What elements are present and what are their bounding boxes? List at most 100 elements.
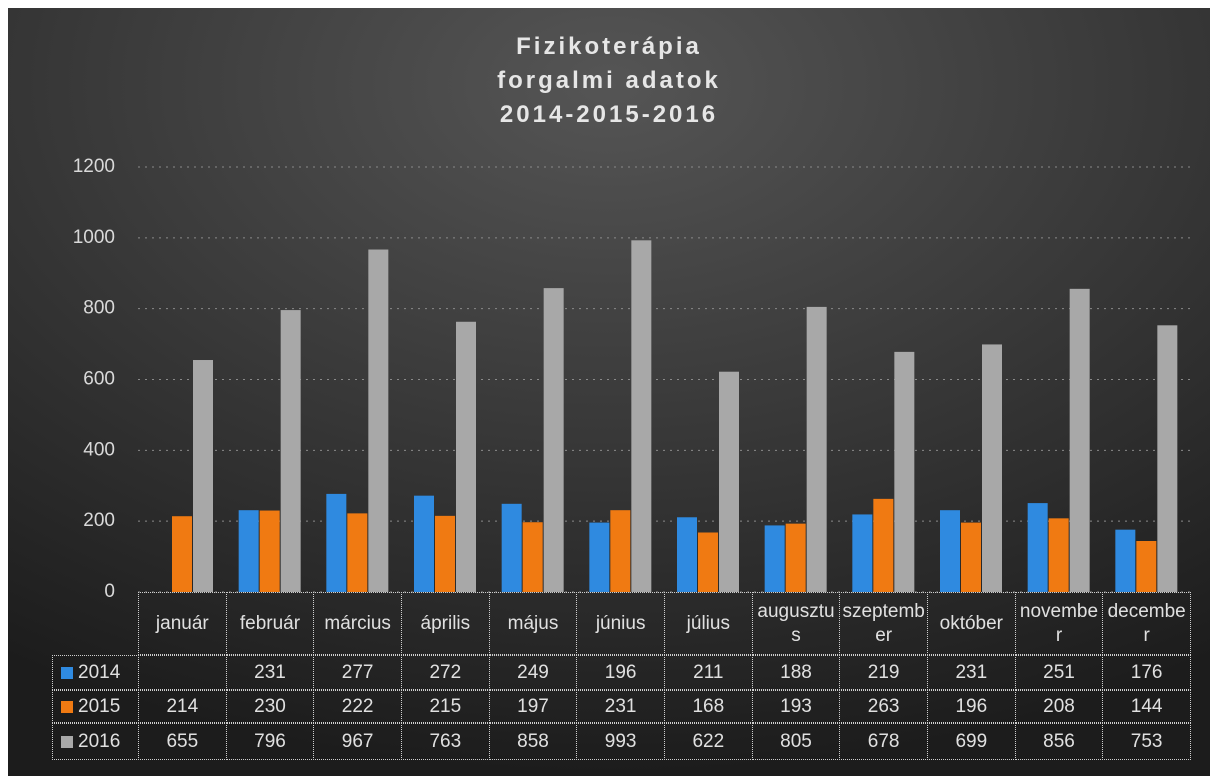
category-label: december [1102, 592, 1191, 655]
table-value: 219 [839, 655, 928, 690]
table-value: 678 [839, 723, 928, 760]
legend-entry: 2015 [52, 690, 139, 723]
category-label: április [401, 592, 490, 655]
legend-key [61, 666, 73, 679]
category-label: február [225, 592, 315, 655]
table-value: 993 [576, 723, 665, 760]
table-value: 222 [313, 690, 402, 723]
legend-label: 2016 [78, 730, 121, 752]
y-tick-label: 200 [83, 510, 115, 531]
table-value: 277 [313, 655, 402, 690]
table-value: 796 [225, 723, 315, 760]
bar [1115, 529, 1136, 592]
bar [259, 510, 280, 592]
table-value: 230 [225, 690, 315, 723]
table-value: 655 [138, 723, 227, 760]
bar [1027, 503, 1048, 592]
bar [347, 513, 368, 592]
table-value: 215 [401, 690, 490, 723]
bar [326, 493, 347, 592]
bar [852, 514, 873, 592]
table-value: 168 [664, 690, 753, 723]
table-value: 231 [576, 690, 665, 723]
table-value: 208 [1014, 690, 1104, 723]
legend-label: 2015 [78, 695, 121, 717]
bar [940, 510, 960, 592]
bar [764, 525, 785, 592]
bar [894, 351, 915, 592]
bar [873, 498, 894, 592]
table-value: 272 [401, 655, 490, 690]
legend-key [61, 700, 73, 713]
bar [501, 503, 522, 592]
bar [280, 310, 301, 592]
bar [543, 288, 564, 592]
table-value: 805 [751, 723, 841, 760]
bar [1048, 518, 1069, 592]
table-value: 197 [488, 690, 578, 723]
category-label: október [927, 592, 1016, 655]
y-tick-label: 1200 [73, 156, 115, 177]
table-value: 622 [664, 723, 753, 760]
y-tick-label: 400 [83, 439, 115, 460]
bar [435, 515, 455, 592]
bar [238, 510, 259, 592]
bar [589, 522, 610, 592]
category-label: május [488, 592, 578, 655]
table-value: 251 [1014, 655, 1104, 690]
table-value: 753 [1102, 723, 1191, 760]
y-tick-label: 1000 [73, 227, 115, 248]
table-value: 249 [488, 655, 578, 690]
y-tick-label: 0 [104, 581, 115, 602]
bar [698, 532, 718, 592]
bar [677, 517, 697, 592]
category-label: július [664, 592, 753, 655]
bar [1069, 288, 1090, 592]
category-label: szeptember [839, 592, 928, 655]
table-value: 263 [839, 690, 928, 723]
table-value: 858 [488, 723, 578, 760]
bar [982, 344, 1002, 592]
legend-key [61, 735, 73, 748]
bar [368, 249, 389, 593]
bar [719, 371, 739, 592]
table-value: 176 [1102, 655, 1191, 690]
legend-label: 2014 [78, 661, 121, 683]
bar [610, 510, 631, 592]
legend-entry: 2016 [52, 723, 139, 760]
category-label: augusztus [751, 592, 841, 655]
category-label: március [313, 592, 402, 655]
table-value: 231 [225, 655, 315, 690]
table-value: 144 [1102, 690, 1191, 723]
table-value: 196 [927, 690, 1016, 723]
table-value: 193 [751, 690, 841, 723]
bar [193, 360, 213, 592]
category-label: június [576, 592, 665, 655]
bar [806, 306, 827, 592]
bar [1157, 325, 1178, 592]
category-label: november [1014, 592, 1104, 655]
table-value: 856 [1014, 723, 1104, 760]
table-value: 967 [313, 723, 402, 760]
bar [1136, 541, 1157, 592]
bar [522, 522, 543, 592]
bar [631, 240, 652, 592]
bar [785, 523, 806, 592]
table-value: 231 [927, 655, 1016, 690]
table-value: 699 [927, 723, 1016, 760]
table-value: 214 [138, 690, 227, 723]
table-value: 196 [576, 655, 665, 690]
bar [414, 495, 434, 592]
legend-entry: 2014 [52, 655, 139, 690]
table-value [138, 655, 227, 690]
category-label: január [138, 592, 227, 655]
table-value: 188 [751, 655, 841, 690]
bar [456, 321, 476, 592]
bar [961, 522, 981, 592]
table-value: 211 [664, 655, 753, 690]
table-value: 763 [401, 723, 490, 760]
y-tick-label: 600 [83, 369, 115, 390]
chart-title: Fizikoterápia forgalmi adatok 2014-2015-… [497, 33, 721, 128]
